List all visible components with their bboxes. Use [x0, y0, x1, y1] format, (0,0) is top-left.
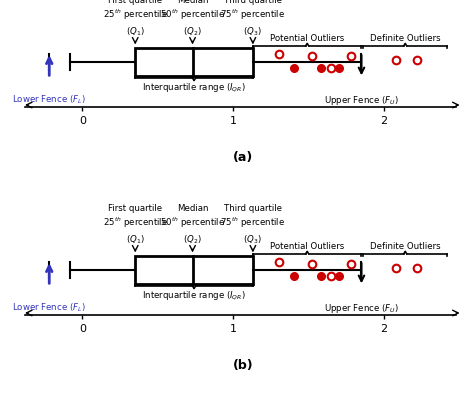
Bar	[135, 256, 253, 284]
Bar	[135, 48, 253, 76]
Text: Potential Outliers: Potential Outliers	[270, 242, 344, 251]
Text: Lower Fence $(F_L)$: Lower Fence $(F_L)$	[12, 94, 86, 106]
Text: Definite Outliers: Definite Outliers	[370, 34, 440, 43]
Text: Definite Outliers: Definite Outliers	[370, 242, 440, 251]
Text: Third quartile
$75^{th}$ percentile
$(Q_3)$: Third quartile $75^{th}$ percentile $(Q_…	[220, 204, 285, 246]
Text: Upper Fence $(F_U)$: Upper Fence $(F_U)$	[324, 94, 399, 107]
Text: Median
$50^{th}$ percentile
$(Q_2)$: Median $50^{th}$ percentile $(Q_2)$	[160, 204, 225, 246]
Text: Median
$50^{th}$ percentile
$(Q_2)$: Median $50^{th}$ percentile $(Q_2)$	[160, 0, 225, 38]
Text: First quartile
$25^{th}$ percentile
$(Q_1)$: First quartile $25^{th}$ percentile $(Q_…	[103, 204, 168, 246]
Text: Third quartile
$75^{th}$ percentile
$(Q_3)$: Third quartile $75^{th}$ percentile $(Q_…	[220, 0, 285, 38]
Text: Interquartile range $(I_{QR})$: Interquartile range $(I_{QR})$	[142, 81, 246, 94]
Text: (a): (a)	[233, 151, 253, 164]
Text: Upper Fence $(F_U)$: Upper Fence $(F_U)$	[324, 301, 399, 315]
Text: Interquartile range $(I_{QR})$: Interquartile range $(I_{QR})$	[142, 290, 246, 302]
Text: First quartile
$25^{th}$ percentile
$(Q_1)$: First quartile $25^{th}$ percentile $(Q_…	[103, 0, 168, 38]
Text: Potential Outliers: Potential Outliers	[270, 34, 344, 43]
Text: (b): (b)	[233, 359, 254, 372]
Text: Lower Fence $(F_L)$: Lower Fence $(F_L)$	[12, 301, 86, 314]
